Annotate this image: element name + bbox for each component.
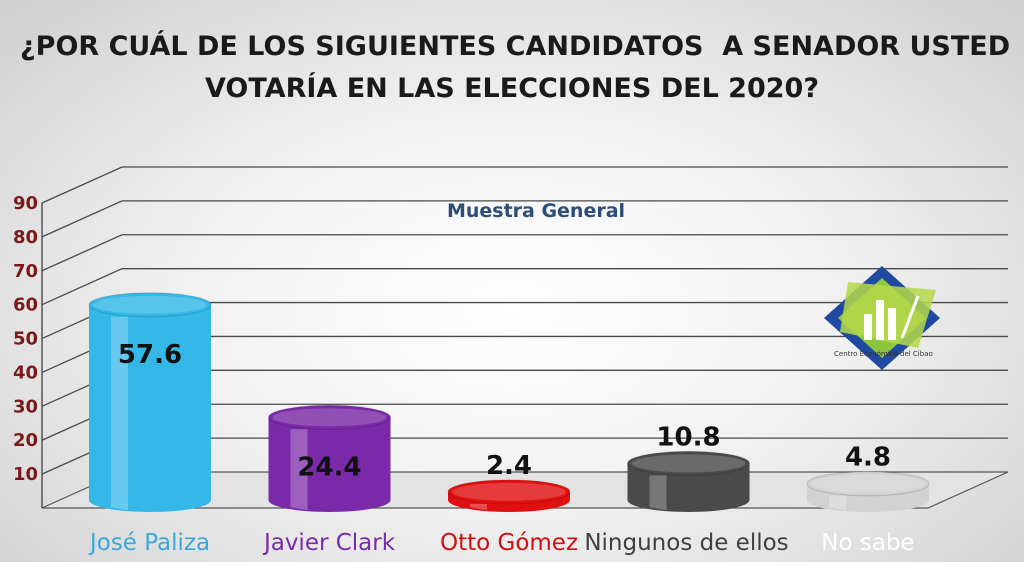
bar-top xyxy=(268,404,391,430)
y-tick-label: 20 xyxy=(13,430,38,451)
bar-5 xyxy=(806,471,930,512)
value-label: 2.4 xyxy=(486,451,532,481)
bar-body xyxy=(268,417,391,512)
bar-top-shine xyxy=(93,295,207,314)
bar-4 xyxy=(627,450,750,512)
bar-3 xyxy=(447,479,571,512)
bar-body xyxy=(89,304,211,512)
bar-body xyxy=(627,463,750,512)
category-label: José Paliza xyxy=(88,530,210,556)
y-tick-label: 60 xyxy=(13,295,38,316)
bar-top xyxy=(627,450,750,476)
cibao-logo xyxy=(824,266,940,370)
y-tick-label: 10 xyxy=(13,464,38,485)
bar-1 xyxy=(88,292,212,512)
value-label: 4.8 xyxy=(845,443,891,473)
category-label: Ningunos de ellos xyxy=(584,530,788,556)
bar-top-shine xyxy=(631,454,746,473)
y-tick-label: 90 xyxy=(13,193,38,214)
logo-caption: Centro Económico del Cibao xyxy=(834,350,933,358)
y-tick-label: 50 xyxy=(13,329,38,350)
category-label: Javier Clark xyxy=(262,530,396,556)
bar-top-shine xyxy=(452,482,566,501)
y-tick-label: 70 xyxy=(13,261,38,282)
value-label: 10.8 xyxy=(656,422,720,452)
gridline xyxy=(41,234,1008,272)
bar-highlight xyxy=(290,429,308,511)
gridline xyxy=(41,166,1008,204)
gridline xyxy=(41,268,1008,306)
category-labels: José Paliza Javier Clark Otto Gómez Ninguno… xyxy=(88,530,915,556)
bar-top-shine xyxy=(272,408,387,427)
bar-top xyxy=(806,471,930,497)
gridline xyxy=(41,200,1008,238)
category-label: No sabe xyxy=(821,530,914,556)
y-tick-label: 40 xyxy=(13,362,38,383)
bar-top xyxy=(447,479,571,505)
bar-2 xyxy=(268,404,391,512)
chart-subtitle: Muestra General xyxy=(447,200,625,222)
value-label: 57.6 xyxy=(118,340,182,370)
y-tick-label: 30 xyxy=(13,396,38,417)
bar-top-shine xyxy=(811,474,925,493)
value-label: 24.4 xyxy=(297,452,361,482)
value-labels: 57.6 24.4 2.4 10.8 4.8 xyxy=(118,340,891,483)
title-line-1: ¿POR CUÁL DE LOS SIGUIENTES CANDIDATOS A… xyxy=(20,31,1011,62)
bar-highlight xyxy=(649,475,667,511)
category-label: Otto Gómez xyxy=(440,530,578,556)
bar-highlight xyxy=(469,503,488,511)
y-tick-label: 80 xyxy=(13,227,38,248)
bars xyxy=(88,292,930,512)
bar-top xyxy=(88,292,212,318)
title-line-2: VOTARÍA EN LAS ELECCIONES DEL 2020? xyxy=(205,73,819,104)
bar-highlight xyxy=(828,495,847,511)
bar-highlight xyxy=(110,316,129,511)
y-axis-ticks: 10 20 30 40 50 60 70 80 90 xyxy=(13,193,38,485)
chart-title: ¿POR CUÁL DE LOS SIGUIENTES CANDIDATOS A… xyxy=(20,26,1011,110)
